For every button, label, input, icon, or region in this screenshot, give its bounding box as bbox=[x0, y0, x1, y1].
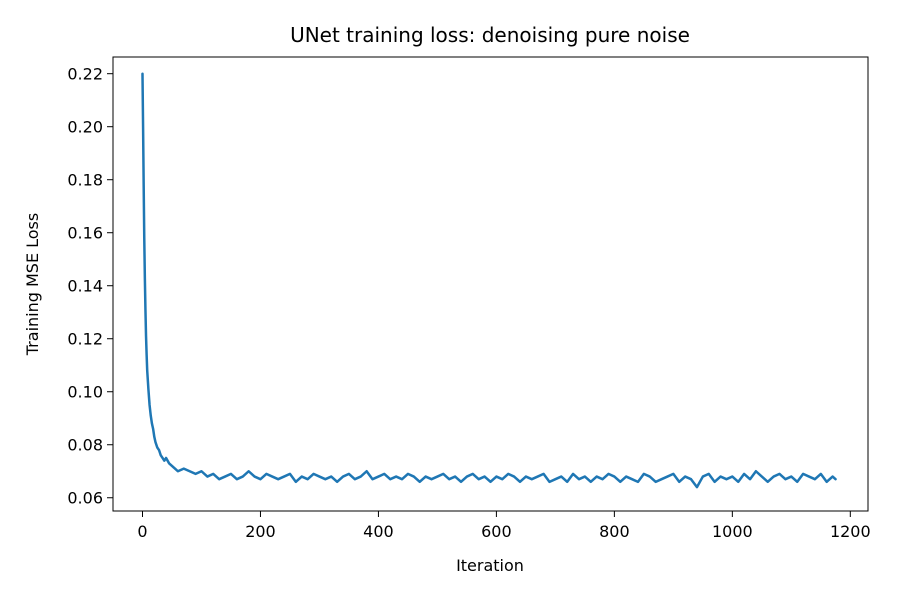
x-axis-label: Iteration bbox=[456, 556, 524, 575]
x-tick-label: 0 bbox=[137, 522, 147, 541]
x-tick-label: 1200 bbox=[830, 522, 871, 541]
x-tick-label: 200 bbox=[245, 522, 276, 541]
x-tick-label: 1000 bbox=[712, 522, 753, 541]
x-tick-label: 600 bbox=[481, 522, 512, 541]
x-axis: 0 200 400 600 800 1000 1200 bbox=[137, 511, 871, 541]
y-tick-label: 0.12 bbox=[67, 330, 103, 349]
series-line-training-loss bbox=[141, 72, 837, 489]
y-tick-label: 0.20 bbox=[67, 118, 103, 137]
y-axis-label: Training MSE Loss bbox=[23, 213, 42, 356]
y-axis: 0.06 0.08 0.10 0.12 0.14 0.16 0.18 0.20 0.22 bbox=[67, 65, 113, 508]
y-tick-label: 0.16 bbox=[67, 224, 103, 243]
y-tick-label: 0.14 bbox=[67, 277, 103, 296]
plot-area bbox=[141, 72, 837, 489]
y-tick-label: 0.10 bbox=[67, 383, 103, 402]
x-tick-label: 400 bbox=[363, 522, 394, 541]
y-tick-label: 0.08 bbox=[67, 436, 103, 455]
y-tick-label: 0.18 bbox=[67, 171, 103, 190]
y-tick-label: 0.22 bbox=[67, 65, 103, 84]
x-tick-label: 800 bbox=[599, 522, 630, 541]
chart-title: UNet training loss: denoising pure noise bbox=[290, 23, 690, 47]
y-tick-label: 0.06 bbox=[67, 489, 103, 508]
plot-frame bbox=[112, 56, 869, 512]
